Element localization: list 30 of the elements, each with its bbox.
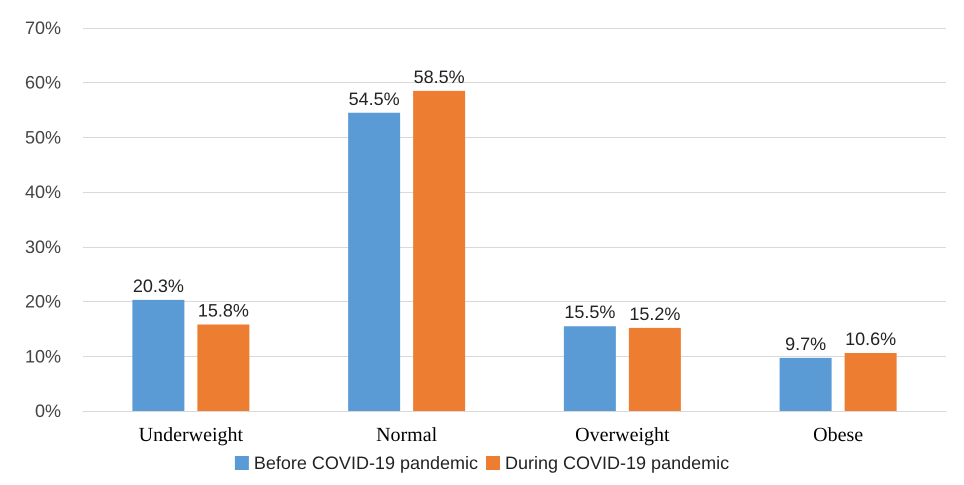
data-label: 20.3% [132,276,184,296]
y-tick-label: 60% [24,72,61,93]
data-label: 10.6% [845,329,896,350]
bar [348,112,400,411]
y-tick-label: 30% [24,236,61,257]
legend-label: During COVID-19 pandemic [505,453,730,473]
data-label: 15.8% [198,300,249,321]
bar [844,353,897,411]
data-label: 9.7% [785,334,826,354]
data-label: 15.2% [629,304,680,324]
x-tick-label: Normal [376,424,438,446]
y-tick-label: 70% [24,18,61,38]
data-label: 58.5% [414,66,465,87]
data-label: 54.5% [348,88,400,109]
y-tick-label: 10% [24,346,61,366]
bar [628,328,681,411]
x-tick-label: Underweight [138,424,244,446]
y-tick-label: 0% [34,401,61,421]
y-tick-label: 20% [24,292,61,312]
bar [197,324,250,411]
y-tick-label: 40% [24,182,61,202]
y-tick-label: 50% [24,127,61,148]
bar [132,300,184,411]
x-tick-label: Overweight [575,424,670,446]
bar [564,326,616,411]
bar [780,358,832,411]
legend-label: Before COVID-19 pandemic [254,453,478,473]
x-tick-label: Obese [813,424,864,446]
bar [413,90,466,411]
data-label: 15.5% [564,302,616,322]
